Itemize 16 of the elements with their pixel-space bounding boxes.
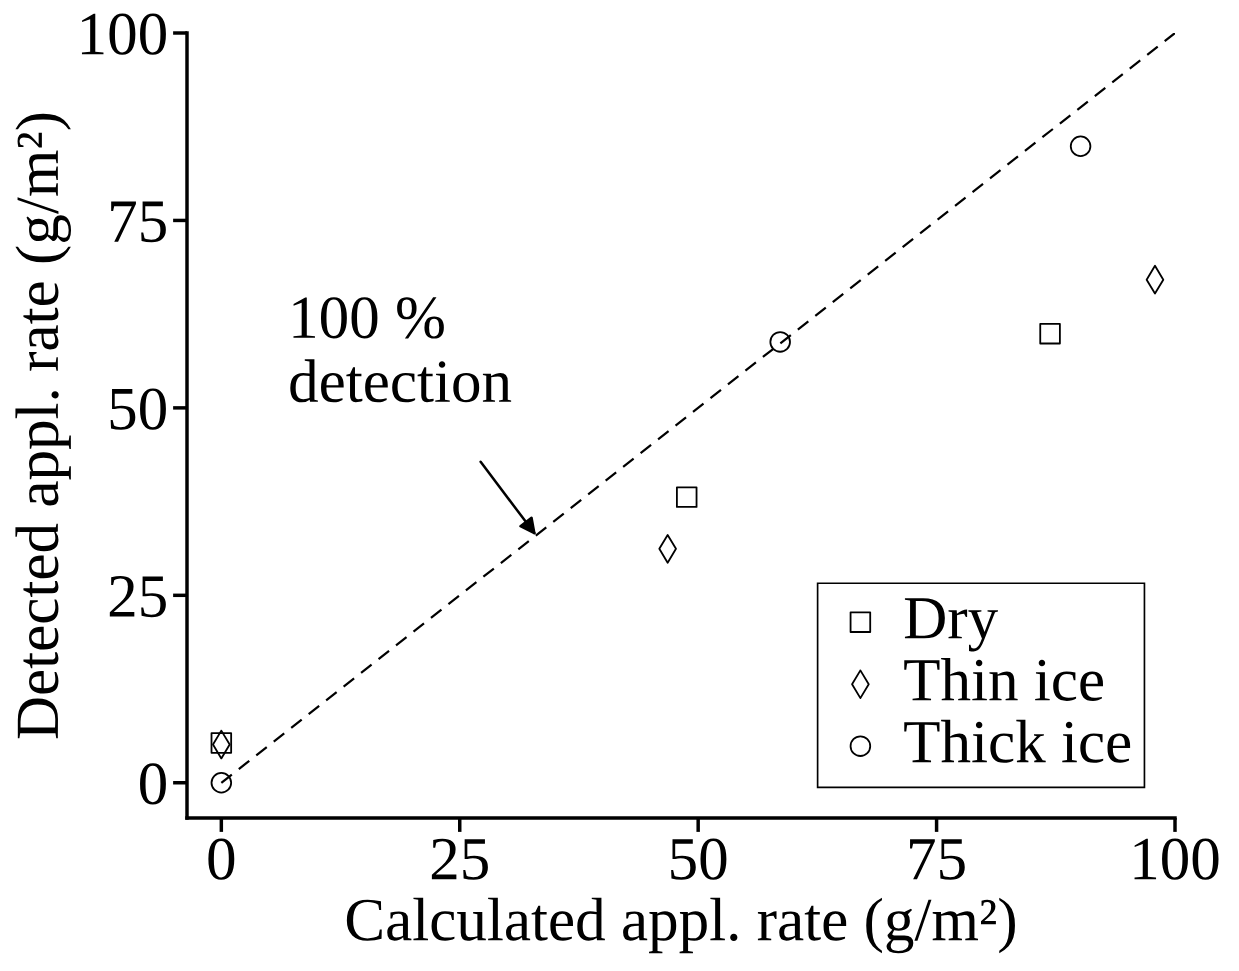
x-tick-label: 0 — [208, 838, 235, 880]
y-tick-label: 50 — [110, 388, 166, 430]
x-axis-title: Calculated appl. rate (g/m²) — [346, 897, 1015, 954]
legend-label: Thin ice — [904, 657, 1103, 701]
y-tick-label: 25 — [109, 576, 166, 618]
x-tick-label: 100 — [1134, 838, 1219, 880]
x-tick-label: 25 — [431, 838, 488, 880]
annotation: 100 % detection — [290, 297, 512, 403]
y-tick-label: 100 — [81, 13, 166, 55]
y-axis-title: Detected appl. rate (g/m²) — [15, 113, 72, 739]
x-tick-label: 75 — [910, 839, 965, 880]
x-tick-label: 50 — [671, 838, 727, 880]
y-tick-label: 75 — [111, 201, 166, 243]
y-tick-label: 0 — [140, 763, 166, 805]
legend-label: Dry — [904, 598, 998, 652]
legend-label: Thick ice — [904, 719, 1131, 763]
